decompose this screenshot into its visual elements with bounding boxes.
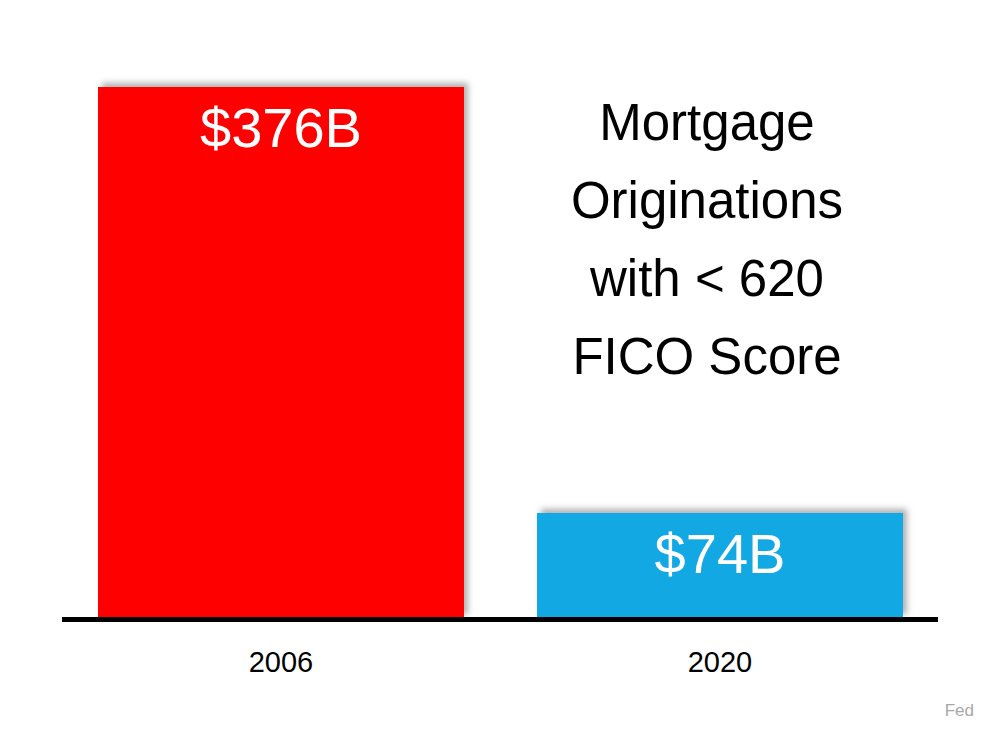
slide-canvas: $376B $74B Mortgage Originations with < … [0,0,1000,750]
x-axis-line [62,617,938,622]
bar-2006-value-label: $376B [200,87,362,156]
bar-2006: $376B [98,87,464,618]
x-axis-label-2020: 2020 [537,646,903,679]
bar-2020-value-label: $74B [655,513,786,582]
bar-2020: $74B [537,513,903,618]
source-attribution: Fed [945,701,974,721]
chart-title: Mortgage Originations with < 620 FICO Sc… [479,84,935,396]
x-axis-label-2006: 2006 [98,646,464,679]
